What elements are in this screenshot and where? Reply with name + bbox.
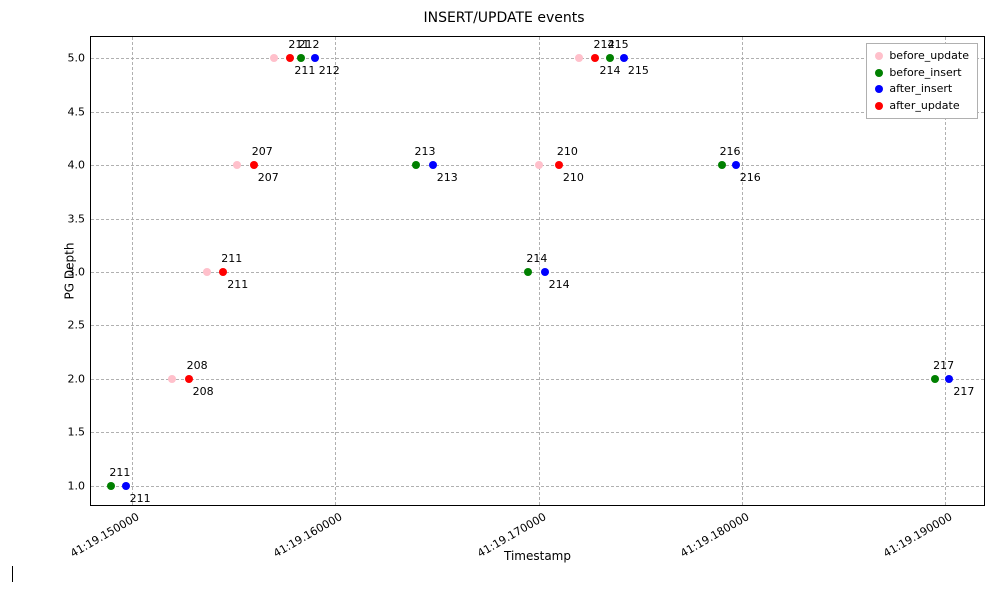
grid-line-h [91, 112, 984, 113]
grid-line-h [91, 325, 984, 326]
point-before_update [270, 54, 278, 62]
grid-line-h [91, 432, 984, 433]
legend-label: after_update [889, 98, 959, 115]
grid-line-v [742, 37, 743, 505]
point-label-below: 207 [258, 171, 279, 184]
legend-item: after_insert [875, 81, 969, 98]
point-label-above: 211 [288, 38, 309, 51]
grid-line-v [132, 37, 133, 505]
point-before_insert [107, 482, 115, 490]
point-before_update [535, 161, 543, 169]
point-label-below: 211 [227, 278, 248, 291]
point-label-below: 208 [193, 385, 214, 398]
xtick-label: 41:19.150000 [65, 505, 141, 560]
point-label-below: 211 [294, 64, 315, 77]
point-label-below: 214 [599, 64, 620, 77]
point-after_update [185, 375, 193, 383]
ytick-label: 4.5 [68, 105, 92, 118]
point-after_update [219, 268, 227, 276]
point-before_insert [931, 375, 939, 383]
grid-line-h [91, 379, 984, 380]
point-label-above: 214 [526, 252, 547, 265]
point-label-above: 210 [557, 145, 578, 158]
chart-title: INSERT/UPDATE events [10, 10, 998, 26]
point-label-above: 217 [933, 359, 954, 372]
grid-line-h [91, 486, 984, 487]
point-label-below: 216 [740, 171, 761, 184]
point-label-below: 210 [563, 171, 584, 184]
point-label-above: 214 [593, 38, 614, 51]
legend-item: before_update [875, 48, 969, 65]
legend-marker-icon [875, 69, 883, 77]
point-after_update [555, 161, 563, 169]
xtick-label: 41:19.190000 [878, 505, 954, 560]
legend-marker-icon [875, 52, 883, 60]
point-label-below: 214 [549, 278, 570, 291]
point-label-above: 211 [109, 466, 130, 479]
plot-area: 1.01.52.02.53.03.54.04.55.041:19.1500004… [90, 36, 985, 506]
point-after_insert [732, 161, 740, 169]
point-before_update [575, 54, 583, 62]
point-label-above: 216 [720, 145, 741, 158]
point-label-below: 212 [319, 64, 340, 77]
point-label-below: 215 [628, 64, 649, 77]
grid-line-v [539, 37, 540, 505]
point-label-above: 208 [187, 359, 208, 372]
point-before_insert [718, 161, 726, 169]
point-after_insert [945, 375, 953, 383]
ytick-label: 4.0 [68, 159, 92, 172]
ytick-label: 2.0 [68, 372, 92, 385]
point-after_update [591, 54, 599, 62]
xtick-label: 41:19.180000 [675, 505, 751, 560]
text-cursor-icon [12, 566, 13, 582]
grid-line-h [91, 219, 984, 220]
point-before_update [168, 375, 176, 383]
xtick-label: 41:19.160000 [268, 505, 344, 560]
ytick-label: 1.5 [68, 426, 92, 439]
grid-line-h [91, 58, 984, 59]
ytick-label: 3.5 [68, 212, 92, 225]
point-before_update [203, 268, 211, 276]
legend-marker-icon [875, 102, 883, 110]
point-before_insert [297, 54, 305, 62]
point-before_update [233, 161, 241, 169]
point-before_insert [412, 161, 420, 169]
point-label-below: 213 [437, 171, 458, 184]
point-after_update [286, 54, 294, 62]
legend-label: before_update [889, 48, 969, 65]
x-axis-label: Timestamp [504, 549, 571, 563]
legend-item: before_insert [875, 65, 969, 82]
legend-label: before_insert [889, 65, 961, 82]
point-label-above: 213 [414, 145, 435, 158]
point-before_insert [524, 268, 532, 276]
grid-line-v [335, 37, 336, 505]
legend-marker-icon [875, 85, 883, 93]
ytick-label: 5.0 [68, 52, 92, 65]
ytick-label: 1.0 [68, 479, 92, 492]
point-label-above: 207 [252, 145, 273, 158]
point-after_update [250, 161, 258, 169]
legend-item: after_update [875, 98, 969, 115]
point-after_insert [122, 482, 130, 490]
legend-label: after_insert [889, 81, 952, 98]
point-after_insert [429, 161, 437, 169]
ytick-label: 2.5 [68, 319, 92, 332]
point-after_insert [311, 54, 319, 62]
point-after_insert [541, 268, 549, 276]
point-label-below: 211 [130, 492, 151, 505]
point-label-below: 217 [953, 385, 974, 398]
point-before_insert [606, 54, 614, 62]
events-scatter-chart: INSERT/UPDATE events 1.01.52.02.53.03.54.… [10, 10, 998, 582]
point-after_insert [620, 54, 628, 62]
y-axis-label: PG Depth [62, 243, 76, 300]
point-label-above: 211 [221, 252, 242, 265]
legend: before_updatebefore_insertafter_insertaf… [866, 43, 978, 119]
